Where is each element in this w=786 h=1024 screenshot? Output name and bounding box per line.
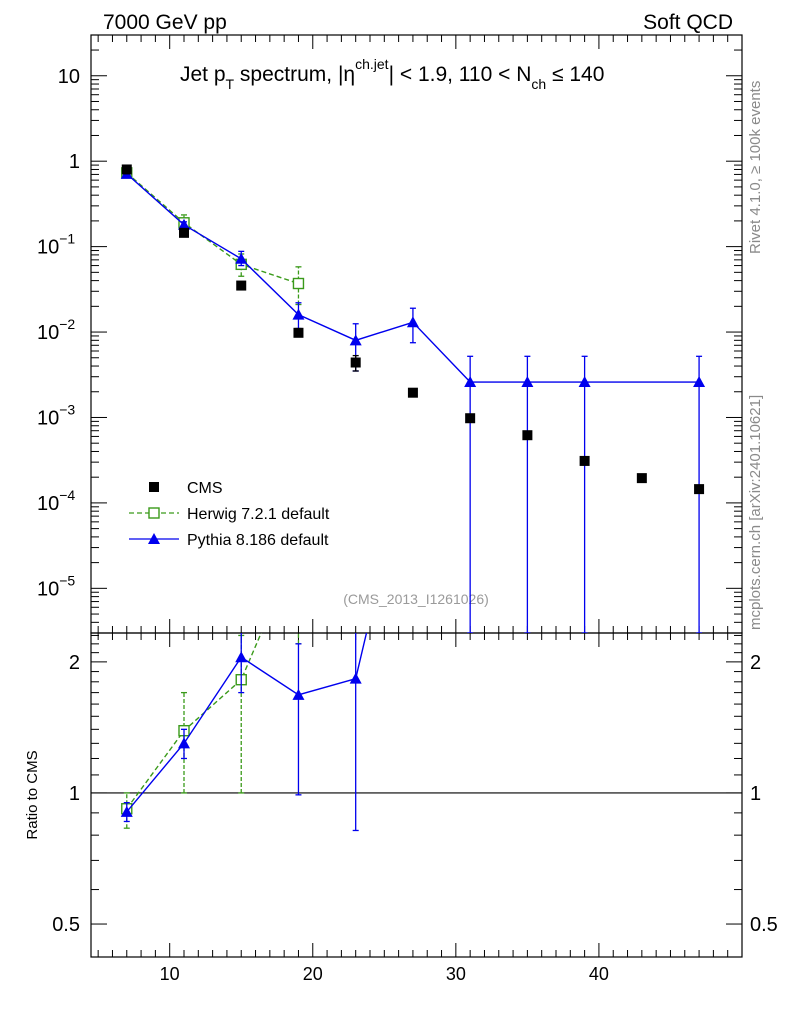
x-tick-label: 10 xyxy=(160,964,180,984)
ratio-series-line xyxy=(126,633,262,810)
title-part-a: Jet p xyxy=(180,63,226,86)
plot-title: Jet pT spectrum, |ηch.jet| < 1.9, 110 < … xyxy=(180,56,604,92)
main-data-point xyxy=(179,227,189,238)
ratio-data-point xyxy=(235,651,248,663)
analysis-watermark: (CMS_2013_I1261026) xyxy=(343,591,489,607)
ratio-series-line xyxy=(126,633,368,813)
y-tick-label: 1 xyxy=(69,151,80,173)
main-data-point xyxy=(578,376,591,388)
y-tick-label: 10 xyxy=(58,66,80,88)
ratio-data-point xyxy=(407,430,419,441)
main-data-point xyxy=(178,218,190,230)
y-tick-label: 10−1 xyxy=(37,231,75,259)
header-left: 7000 GeV pp xyxy=(103,11,227,34)
main-data-point xyxy=(292,308,305,320)
y-tick-label: 10−3 xyxy=(37,401,75,429)
main-data-point xyxy=(693,376,706,388)
main-series-triangle-filled xyxy=(120,167,706,633)
main-data-point xyxy=(407,387,418,398)
header-right: Soft QCD xyxy=(643,11,733,34)
main-series-line xyxy=(126,173,700,383)
title-sub-t: T xyxy=(226,76,235,92)
mcplots-label: mcplots.cern.ch [arXiv:2401.10621] xyxy=(747,395,764,630)
ratio-ylabel: Ratio to CMS xyxy=(24,750,41,839)
main-data-point xyxy=(235,252,248,264)
main-series-square-open xyxy=(121,167,305,306)
main-data-point xyxy=(121,164,132,175)
ratio-data-point xyxy=(292,688,305,700)
main-data-point xyxy=(293,327,304,338)
ratio-data-point xyxy=(120,805,133,817)
main-data-point xyxy=(579,455,590,466)
main-data-point xyxy=(349,334,362,346)
title-part-b: spectrum, |η xyxy=(234,63,355,86)
main-data-point xyxy=(522,430,533,441)
ratio-y-tick-label-right: 1 xyxy=(750,783,761,805)
ratio-y-tick-label: 2 xyxy=(69,652,80,674)
legend-herwig-marker xyxy=(148,507,160,519)
main-data-point xyxy=(465,413,476,424)
main-data-point xyxy=(636,473,647,484)
title-part-d: ≤ 140 xyxy=(546,63,604,86)
main-data-point xyxy=(694,484,705,495)
main-data-point xyxy=(350,357,361,368)
main-series-line xyxy=(126,172,299,285)
main-data-point xyxy=(521,376,534,388)
legend-herwig-label: Herwig 7.2.1 default xyxy=(187,506,330,523)
title-sup-chjet: ch.jet xyxy=(355,56,389,72)
rivet-label: Rivet 4.1.0, ≥ 100k events xyxy=(747,81,764,254)
main-data-point xyxy=(464,376,477,388)
x-tick-label: 20 xyxy=(303,964,323,984)
legend: CMS Herwig 7.2.1 default Pythia 8.186 de… xyxy=(129,480,330,549)
ratio-y-tick-label-right: 0.5 xyxy=(750,914,778,936)
main-data-point xyxy=(236,280,247,291)
legend-cms-marker xyxy=(149,482,159,492)
ratio-y-tick-label: 1 xyxy=(69,783,80,805)
ratio-panel-frame xyxy=(90,632,743,958)
y-tick-label: 10−2 xyxy=(37,316,75,344)
main-data-point xyxy=(406,316,419,328)
legend-pythia-marker xyxy=(148,533,160,544)
ratio-data-point xyxy=(349,672,362,684)
x-tick-label: 30 xyxy=(446,964,466,984)
ratio-y-tick-label: 0.5 xyxy=(52,914,80,936)
main-series-square-filled xyxy=(121,164,705,495)
ratio-data-point xyxy=(178,737,190,749)
ratio-series-triangle-filled xyxy=(120,430,419,832)
legend-cms-label: CMS xyxy=(187,480,223,497)
legend-pythia-label: Pythia 8.186 default xyxy=(187,532,329,549)
main-data-point xyxy=(292,277,305,290)
y-tick-label: 10−4 xyxy=(37,487,75,515)
ratio-y-tick-label-right: 2 xyxy=(750,652,761,674)
title-sub-ch: ch xyxy=(531,76,546,92)
title-part-c: | < 1.9, 110 < N xyxy=(389,63,532,86)
y-tick-label: 10−5 xyxy=(37,572,75,600)
x-tick-label: 40 xyxy=(589,964,609,984)
